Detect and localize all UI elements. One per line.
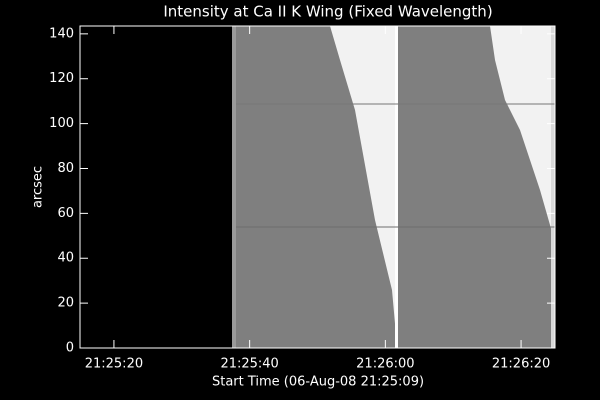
y-tick-label: 140 [49, 26, 74, 41]
x-tick-label: 21:26:20 [492, 357, 550, 372]
chart-title: Intensity at Ca II K Wing (Fixed Wavelen… [163, 3, 492, 21]
image [80, 26, 555, 348]
image-stripe [395, 26, 398, 348]
x-tick-label: 21:25:40 [220, 357, 278, 372]
x-tick-label: 21:25:20 [85, 357, 143, 372]
x-tick-label: 21:26:00 [356, 357, 414, 372]
image-edge [232, 26, 236, 348]
plot-frame [79, 25, 556, 349]
y-tick-label: 20 [57, 296, 74, 311]
image-dark-region [80, 26, 232, 348]
image-stripe [551, 26, 555, 348]
y-tick-label: 100 [49, 116, 74, 131]
y-tick-label: 0 [66, 341, 74, 356]
y-tick-label: 60 [57, 206, 74, 221]
x-axis-label: Start Time (06-Aug-08 21:25:09) [212, 375, 424, 390]
image-bright-wedge [330, 26, 397, 346]
image-bright-wedge [490, 26, 552, 232]
y-tick-label: 80 [57, 161, 74, 176]
y-tick-label: 40 [57, 251, 74, 266]
y-tick-label: 120 [49, 71, 74, 86]
y-axis-label: arcsec [31, 166, 46, 208]
